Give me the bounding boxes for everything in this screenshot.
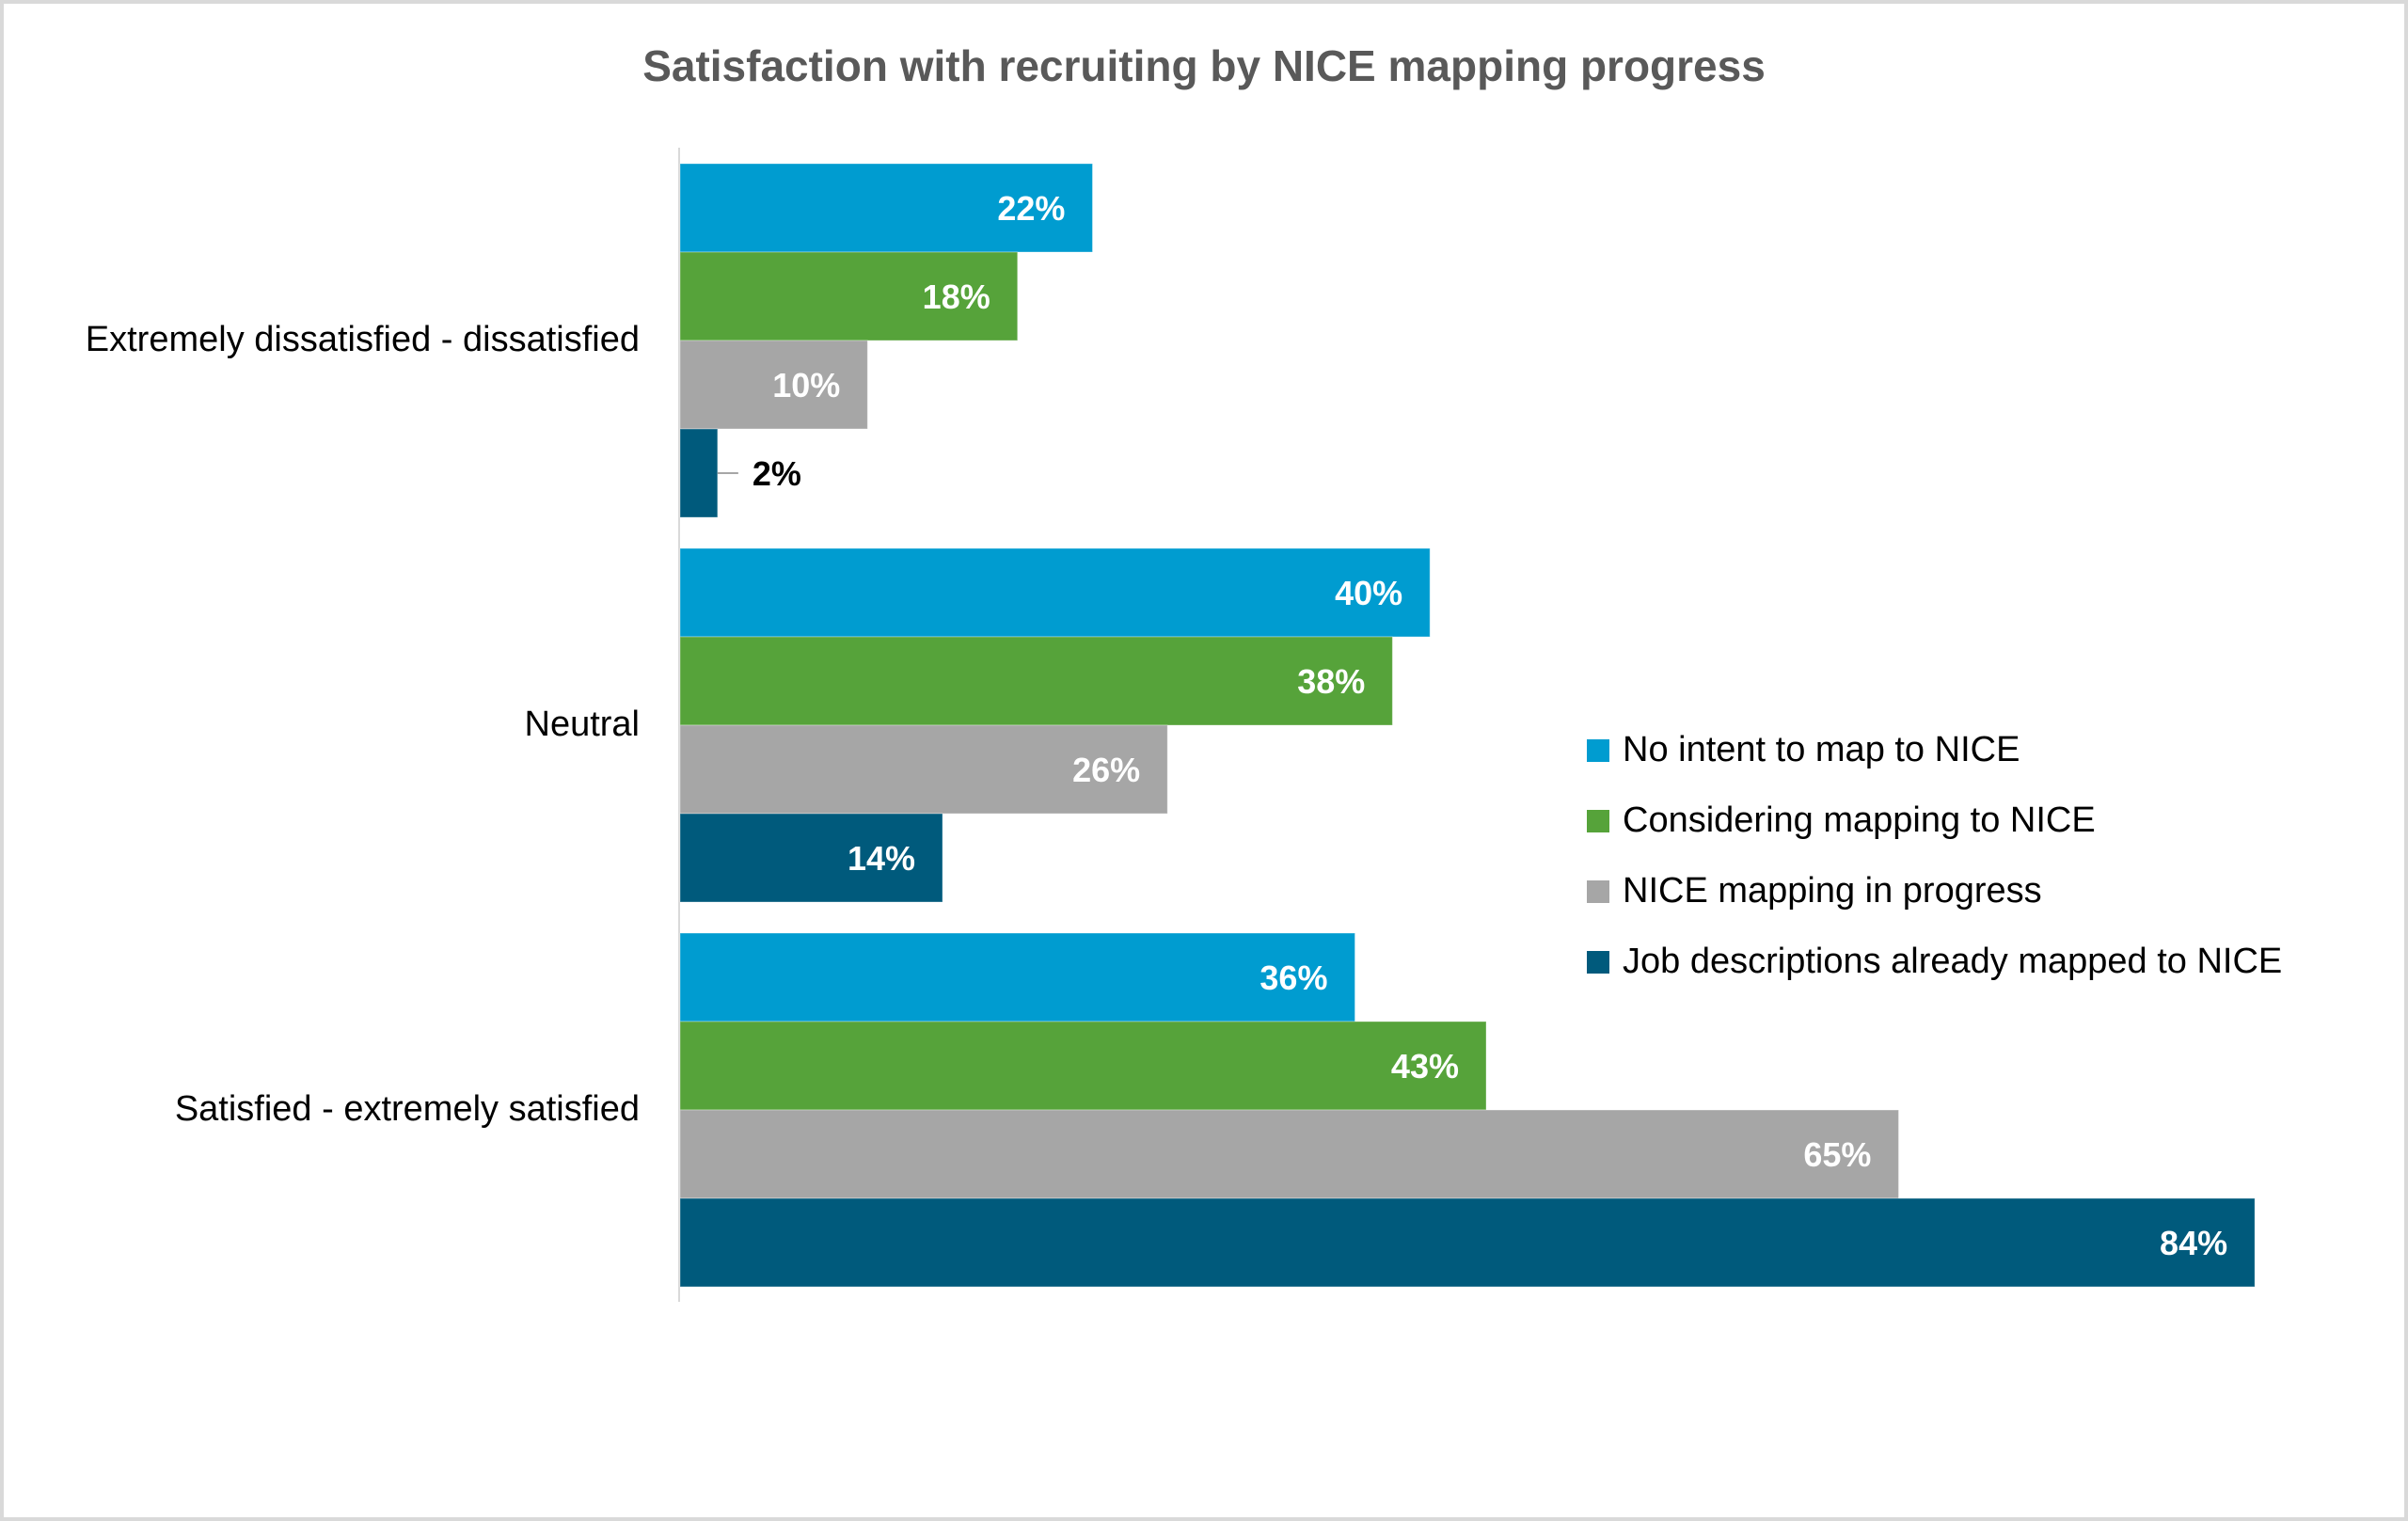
category-label: Satisfied - extremely satisfied <box>175 1089 640 1129</box>
legend-swatch <box>1587 951 1609 974</box>
bar <box>679 340 868 430</box>
data-label: 43% <box>1391 1047 1459 1085</box>
legend: No intent to map to NICE Considering mapp… <box>1587 730 2282 981</box>
data-label: 84% <box>2160 1224 2227 1262</box>
data-label: 26% <box>1072 751 1140 789</box>
data-label: 36% <box>1259 959 1327 997</box>
legend-item: Job descriptions already mapped to NICE <box>1587 942 2282 981</box>
bar <box>679 813 943 903</box>
bar <box>679 1109 1899 1199</box>
bar <box>679 1197 2256 1288</box>
data-label: 14% <box>848 839 915 878</box>
data-label: 10% <box>772 366 840 404</box>
bar <box>679 1021 1487 1111</box>
data-label: 18% <box>923 277 990 316</box>
data-label: 38% <box>1297 662 1365 701</box>
data-label: 40% <box>1335 574 1402 612</box>
legend-label: No intent to map to NICE <box>1623 730 2020 769</box>
data-label: 22% <box>997 189 1065 228</box>
data-label: 2% <box>752 454 801 493</box>
category-label: Extremely dissatisfied - dissatisfied <box>86 320 640 359</box>
bar <box>679 547 1431 638</box>
legend-swatch <box>1587 880 1609 903</box>
bar <box>679 724 1168 815</box>
legend-item: NICE mapping in progress <box>1587 871 2042 911</box>
data-label: 65% <box>1803 1135 1871 1174</box>
legend-label: Job descriptions already mapped to NICE <box>1623 942 2282 981</box>
legend-label: Considering mapping to NICE <box>1623 800 2096 840</box>
bar <box>679 428 719 518</box>
bar <box>679 932 1355 1022</box>
legend-label: NICE mapping in progress <box>1623 871 2042 911</box>
bar <box>679 636 1393 726</box>
category-label: Neutral <box>525 705 641 744</box>
chart-title: Satisfaction with recruiting by NICE map… <box>642 41 1766 90</box>
legend-swatch <box>1587 739 1609 762</box>
bar <box>679 163 1093 253</box>
legend-swatch <box>1587 810 1609 832</box>
legend-item: Considering mapping to NICE <box>1587 800 2096 840</box>
legend-item: No intent to map to NICE <box>1587 730 2020 769</box>
